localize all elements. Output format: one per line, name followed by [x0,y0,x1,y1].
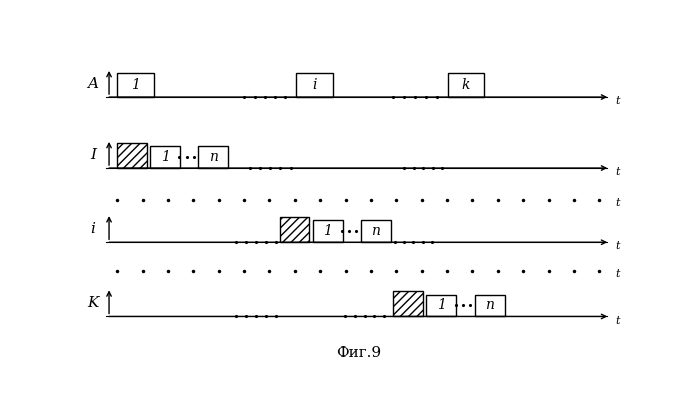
Text: Фиг.9: Фиг.9 [336,346,381,360]
Text: i: i [90,222,95,236]
Bar [361,220,391,242]
Text: n: n [371,224,380,238]
Text: t: t [616,198,620,208]
Bar [447,73,484,97]
Bar [117,143,147,168]
Bar [312,220,343,242]
Text: t: t [616,316,620,326]
Text: I: I [89,148,96,162]
Bar [117,73,154,97]
Text: 1: 1 [437,298,446,313]
Text: K: K [87,296,99,310]
Text: t: t [616,269,620,279]
Text: k: k [462,78,470,92]
Text: A: A [87,77,99,91]
Text: t: t [616,241,620,251]
Bar [394,291,424,316]
Text: t: t [616,96,620,106]
Text: 1: 1 [323,224,332,238]
Bar [280,217,310,242]
Text: 1: 1 [161,150,170,164]
Bar [150,146,180,168]
Bar [199,146,229,168]
Text: n: n [485,298,494,313]
Text: t: t [616,167,620,177]
Bar [296,73,333,97]
Text: i: i [312,78,317,92]
Text: 1: 1 [131,78,140,92]
Bar [475,295,505,316]
Bar [426,295,456,316]
Text: n: n [209,150,218,164]
